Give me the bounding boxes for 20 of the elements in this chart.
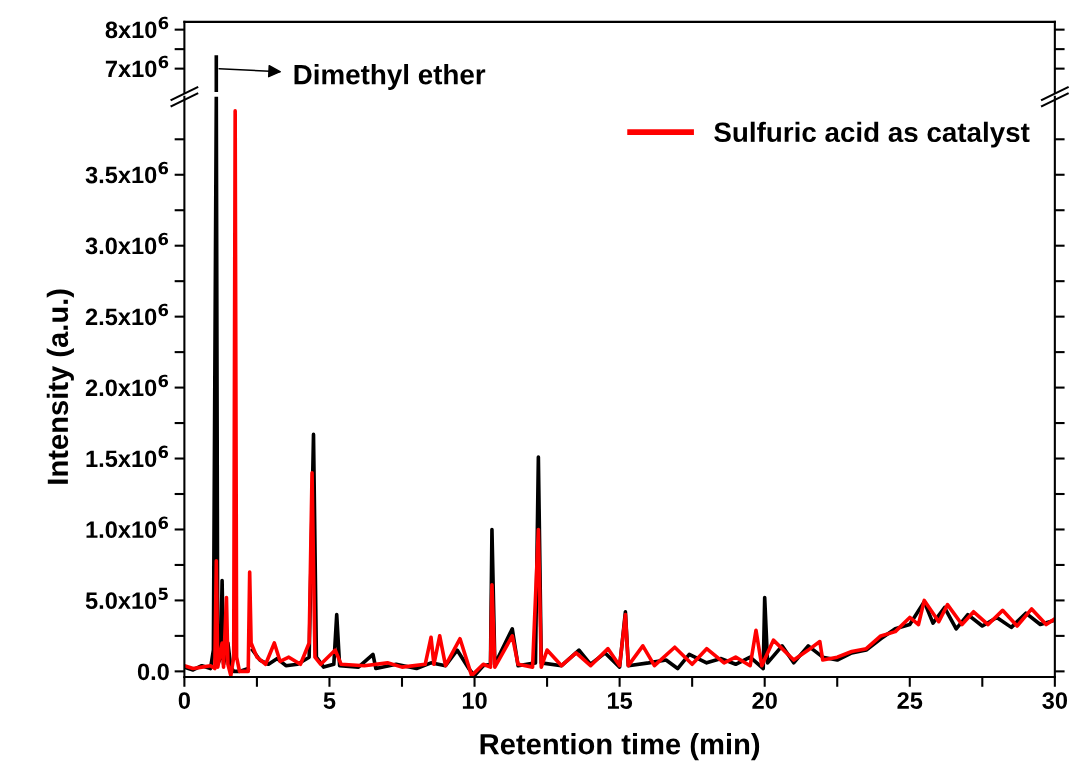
y-tick-label: 1.0x10$^{6}$ bbox=[86, 516, 169, 539]
x-tick-label: 0 bbox=[178, 692, 190, 709]
x-tick-label: 15 bbox=[607, 692, 633, 709]
annotation: Dimethyl ether bbox=[294, 64, 486, 90]
x-tick-label: 10 bbox=[462, 692, 487, 709]
x-tick-label: 30 bbox=[1042, 692, 1068, 709]
x-tick-label: 20 bbox=[752, 692, 777, 709]
x-tick-label: 25 bbox=[897, 692, 923, 709]
y-tick-label: 1.5x10$^{6}$ bbox=[86, 445, 169, 468]
x-axis-title: Retention time (min) bbox=[480, 733, 760, 761]
y-axis-title: Intensity (a.u.) bbox=[46, 289, 74, 484]
y-tick-label: 3.5x10$^{6}$ bbox=[85, 161, 169, 184]
x-tick-label: 5 bbox=[323, 692, 336, 709]
y-tick-label: 5.0x10$^{5}$ bbox=[85, 587, 168, 610]
y-tick-label: 2.0x10$^{6}$ bbox=[85, 374, 169, 397]
y-tick-label: 2.5x10$^{6}$ bbox=[85, 303, 169, 326]
y-tick-label: 7x10$^{6}$ bbox=[105, 55, 169, 78]
y-tick-label: 3.0x10$^{6}$ bbox=[85, 232, 169, 255]
y-tick-label: 0.0 bbox=[137, 663, 169, 681]
y-tick-label: 8x10$^{6}$ bbox=[105, 16, 169, 39]
